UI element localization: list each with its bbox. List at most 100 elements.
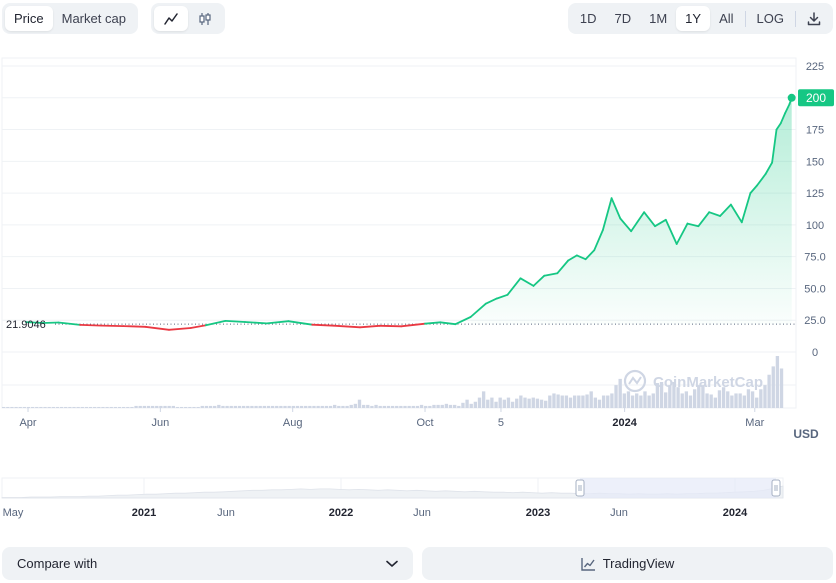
range-7d-button[interactable]: 7D (614, 11, 632, 26)
volume-bar (328, 405, 333, 408)
price-line-segment (439, 321, 457, 326)
price-line-segment (675, 222, 689, 245)
tab-price[interactable]: Price (5, 6, 53, 31)
volume-bar (229, 405, 233, 408)
volume-bar (419, 404, 424, 408)
compare-with-dropdown[interactable]: Compare with (2, 547, 413, 580)
volume-bar (279, 405, 283, 408)
volume-bar (51, 406, 55, 408)
price-line-segment (602, 197, 613, 231)
volume-bar (535, 398, 540, 408)
price-line-segment (576, 254, 587, 261)
volume-bar (254, 405, 258, 408)
volume-bar (759, 389, 763, 408)
price-line-segment (697, 211, 711, 228)
volume-bar (556, 394, 560, 408)
volume-bar (461, 402, 465, 408)
download-icon (807, 11, 821, 25)
log-scale-button[interactable]: LOG (756, 11, 784, 26)
volume-bar (39, 406, 43, 408)
volume-bar (43, 406, 47, 408)
volume-bar (386, 405, 391, 408)
range-1d-button[interactable]: 1D (579, 11, 597, 26)
range-1m-button[interactable]: 1M (649, 11, 668, 26)
volume-bar (2, 406, 6, 408)
candlestick-button[interactable] (188, 6, 222, 31)
volume-bar (581, 395, 585, 408)
volume-bar (639, 395, 643, 408)
watermark: CoinMarketCap (623, 369, 763, 393)
price-line-segment (506, 277, 522, 296)
price-line-segment (779, 112, 787, 125)
volume-bar (333, 404, 337, 408)
volume-bar (415, 405, 420, 408)
y-tick-label: 150 (806, 156, 824, 168)
tab-market-cap[interactable]: Market cap (61, 11, 126, 26)
price-line-segment (265, 320, 290, 325)
price-line-segment (495, 293, 509, 300)
volume-bar (622, 393, 626, 408)
price-area (470, 97, 792, 325)
volume-bar (515, 398, 519, 408)
volume-bar (469, 403, 473, 408)
volume-bar (270, 405, 275, 408)
range-all-button[interactable]: All (719, 11, 734, 26)
volume-bar (6, 406, 10, 408)
chart-type-selector (151, 3, 225, 34)
volume-bar (647, 395, 651, 408)
volume-bar (626, 391, 631, 408)
current-price-label: 200 (806, 91, 826, 105)
volume-bar (477, 397, 482, 408)
tradingview-button[interactable]: TradingView (422, 547, 833, 580)
volume-bar (192, 406, 196, 408)
volume-bar (283, 405, 287, 408)
volume-bar (506, 397, 511, 408)
volume-bar (150, 405, 155, 408)
price-line-segment (244, 321, 268, 325)
volume-bar (221, 405, 225, 408)
navigator-tick-label: 2024 (723, 507, 748, 519)
volume-bar (498, 397, 502, 408)
navigator-window[interactable] (580, 478, 776, 498)
line-chart-button[interactable] (154, 6, 188, 31)
range-navigator[interactable] (1, 477, 784, 499)
price-line-segment (567, 254, 578, 262)
volume-bar (767, 374, 771, 408)
volume-bar (72, 406, 76, 408)
navigator-tick-label: 2022 (329, 507, 353, 519)
volume-bar (676, 387, 680, 408)
navigator-right-handle[interactable] (771, 479, 781, 497)
volume-bar (35, 406, 39, 408)
navigator-left-handle[interactable] (575, 479, 585, 497)
volume-bar (341, 405, 345, 408)
price-line-segment (664, 218, 678, 245)
price-chart[interactable]: CoinMarketCap 225 175 150 125 100 75.0 50.0 25.… (0, 0, 836, 545)
price-line-segment (775, 122, 782, 131)
volume-bar (705, 393, 709, 408)
volume-bar (651, 393, 655, 408)
price-line-segment (454, 316, 472, 326)
range-1y-button[interactable]: 1Y (676, 6, 711, 31)
volume-bar (407, 405, 411, 408)
price-line-segment (24, 321, 45, 324)
volume-bar (684, 391, 689, 408)
navigator-tick-label: May (3, 507, 24, 519)
volume-bar (18, 406, 22, 408)
volume-bar (527, 398, 531, 408)
volume-bar (738, 393, 742, 408)
volume-bar (80, 406, 84, 408)
toolbar-divider (744, 10, 746, 27)
volume-bar (26, 406, 31, 408)
volume-bar (130, 406, 134, 408)
volume-bar (121, 406, 126, 408)
volume-bar (225, 405, 229, 408)
x-tick-label: Oct (416, 417, 433, 429)
y-tick-label: 175 (806, 125, 824, 137)
volume-bar (113, 406, 118, 408)
volume-bar (374, 404, 378, 408)
volume-bar (734, 393, 738, 408)
download-button[interactable] (798, 6, 830, 31)
volume-bar (746, 389, 751, 408)
volume-bar (246, 405, 250, 408)
volume-bar (457, 405, 461, 408)
